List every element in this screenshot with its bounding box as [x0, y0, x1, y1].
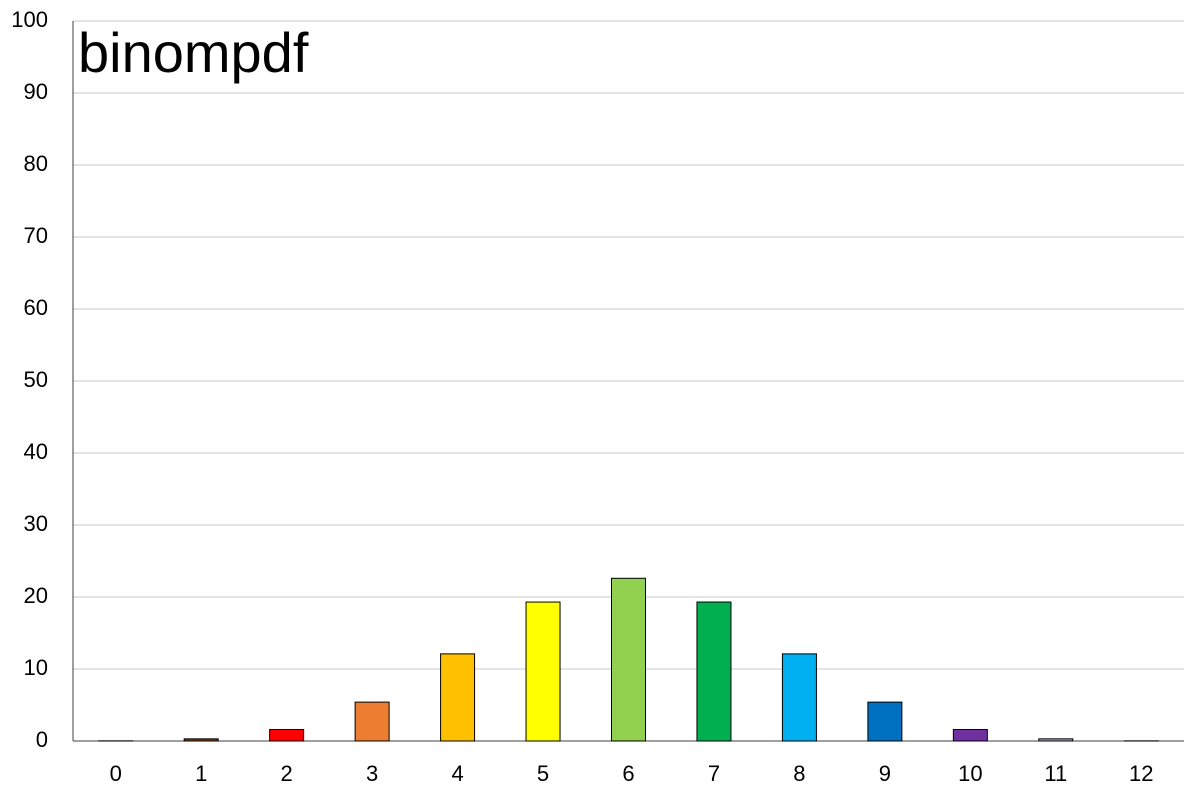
x-tick-label: 10 — [958, 761, 982, 786]
y-tick-label: 40 — [24, 439, 48, 464]
chart-title: binompdf — [78, 21, 309, 84]
x-tick-label: 7 — [708, 761, 720, 786]
y-tick-label: 10 — [24, 655, 48, 680]
bar — [183, 738, 219, 742]
bar — [952, 728, 988, 742]
y-tick-label: 80 — [24, 151, 48, 176]
x-tick-label: 3 — [366, 761, 378, 786]
bar — [867, 701, 903, 742]
y-tick-label: 20 — [24, 583, 48, 608]
x-tick-label: 2 — [281, 761, 293, 786]
y-tick-label: 0 — [36, 727, 48, 752]
x-tick-label: 5 — [537, 761, 549, 786]
bar — [354, 701, 390, 742]
y-tick-label: 60 — [24, 295, 48, 320]
bar — [1038, 738, 1074, 742]
x-tick-label: 11 — [1044, 761, 1067, 786]
bar — [525, 601, 561, 742]
bar — [269, 728, 305, 742]
x-tick-label: 8 — [793, 761, 805, 786]
x-tick-label: 6 — [622, 761, 634, 786]
y-tick-label: 50 — [24, 367, 48, 392]
bar — [781, 653, 817, 742]
y-tick-label: 100 — [11, 7, 48, 32]
x-tick-label: 9 — [879, 761, 891, 786]
bar — [440, 653, 476, 742]
y-tick-label: 90 — [24, 79, 48, 104]
bar — [611, 577, 646, 742]
x-tick-label: 4 — [451, 761, 463, 786]
x-tick-label: 0 — [110, 761, 122, 786]
y-tick-label: 30 — [24, 511, 48, 536]
y-tick-label: 70 — [24, 223, 48, 248]
bar — [696, 601, 732, 742]
x-tick-label: 1 — [195, 761, 207, 786]
x-tick-label: 12 — [1129, 761, 1153, 786]
